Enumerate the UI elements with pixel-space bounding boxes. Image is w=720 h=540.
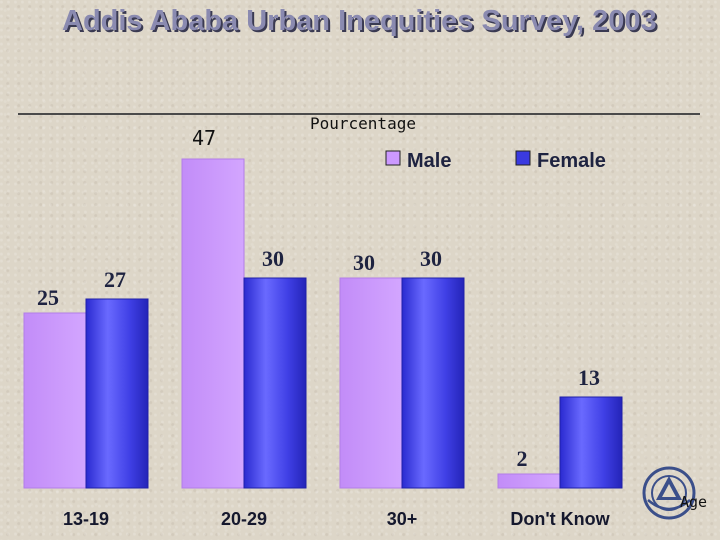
value-label-male-13-19: 25 — [37, 285, 59, 310]
category-label-20-29: 20-29 — [221, 509, 267, 529]
legend: Male Female — [385, 150, 606, 172]
value-label-male-don-t-know: 2 — [517, 446, 528, 471]
bar-female-30 — [401, 277, 465, 489]
legend-swatch-female — [515, 150, 531, 166]
value-label-female-13-19: 27 — [104, 267, 126, 292]
legend-label-female: Female — [537, 150, 606, 172]
bar-male-20-29 — [181, 158, 245, 489]
bar-female-13-19 — [85, 298, 149, 489]
legend-label-male: Male — [407, 150, 451, 172]
value-label-male-20-29: 47 — [192, 126, 216, 150]
category-label-13-19: 13-19 — [63, 509, 109, 529]
legend-swatch-male — [385, 150, 401, 166]
bar-female-20-29 — [243, 277, 307, 489]
value-label-female-20-29: 30 — [262, 246, 284, 271]
value-label-male-30: 30 — [353, 250, 375, 275]
slide-title: Addis Ababa Urban Inequities Survey, 200… — [62, 5, 657, 37]
value-label-female-don-t-know: 13 — [578, 365, 600, 390]
category-labels-layer: 13-19 20-29 30+ Don't Know — [63, 509, 611, 529]
un-emblem-icon — [640, 464, 698, 527]
bar-male-13-19 — [23, 312, 87, 489]
bar-male-don-t-know — [497, 473, 561, 489]
title-divider — [18, 113, 700, 115]
value-labels-layer: 25 27 47 30 30 30 2 13 — [37, 126, 600, 471]
y-axis-label: Pourcentage — [310, 114, 416, 133]
bar-male-30 — [339, 277, 403, 489]
x-axis-label: Age — [680, 493, 708, 511]
category-label-don-t-know: Don't Know — [510, 509, 610, 529]
value-label-female-30: 30 — [420, 246, 442, 271]
bar-female-don-t-know — [559, 396, 623, 489]
category-label-30: 30+ — [387, 509, 418, 529]
bars-layer — [23, 158, 623, 489]
